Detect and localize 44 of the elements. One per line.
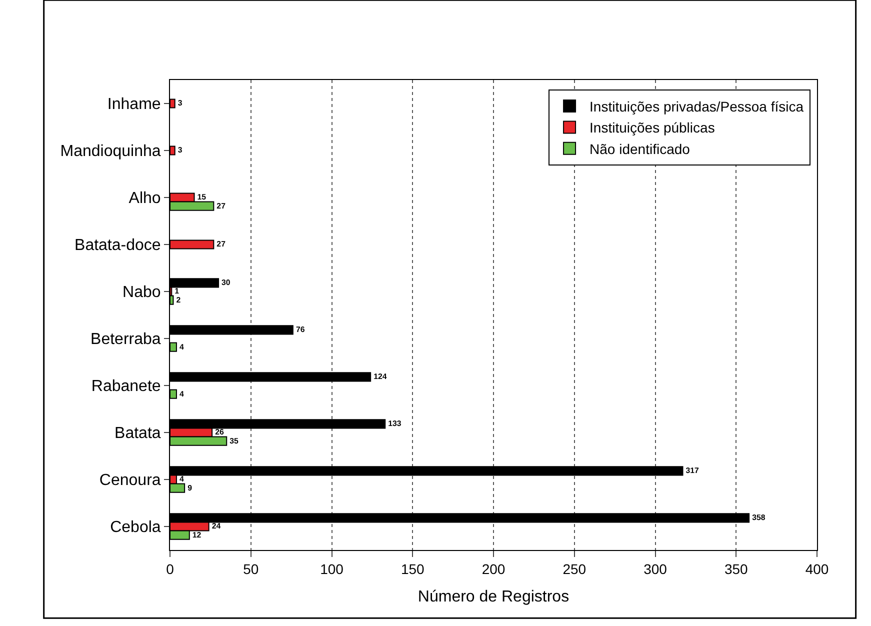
x-tick-label: 300 bbox=[644, 560, 668, 577]
x-tick-label: 100 bbox=[320, 560, 344, 577]
data-label: 4 bbox=[179, 474, 184, 484]
x-tick-label: 0 bbox=[166, 560, 174, 577]
data-label: 9 bbox=[188, 483, 193, 492]
data-label: 35 bbox=[230, 436, 240, 446]
y-tick-label: Cenoura bbox=[99, 472, 161, 490]
data-label: 124 bbox=[374, 372, 388, 382]
data-label: 4 bbox=[179, 342, 184, 352]
data-label: 15 bbox=[197, 192, 207, 202]
data-label: 24 bbox=[212, 522, 222, 531]
data-label: 3 bbox=[178, 146, 183, 155]
data-label: 12 bbox=[192, 530, 202, 540]
x-tick-label: 350 bbox=[724, 560, 748, 577]
data-label: 133 bbox=[388, 419, 402, 428]
y-tick-label: Batata bbox=[114, 425, 161, 442]
legend-label: Instituições privadas/Pessoa física bbox=[590, 98, 804, 114]
x-tick-label: 150 bbox=[400, 560, 425, 577]
data-label: 26 bbox=[215, 428, 224, 437]
y-tick-label: Cebola bbox=[110, 519, 161, 536]
y-tick-label: Inhame bbox=[107, 96, 161, 114]
y-tick-label: Beterraba bbox=[90, 331, 161, 348]
data-label: 30 bbox=[222, 278, 231, 288]
data-label: 27 bbox=[216, 240, 226, 249]
y-tick-label: Batata-doce bbox=[74, 237, 161, 254]
legend-label: Instituições públicas bbox=[590, 120, 715, 136]
y-tick-label: Rabanete bbox=[91, 378, 161, 396]
data-label: 3 bbox=[178, 98, 183, 108]
data-label: 4 bbox=[179, 389, 184, 398]
x-tick-label: 250 bbox=[562, 560, 586, 577]
data-label: 358 bbox=[752, 513, 766, 522]
legend-label: Não identificado bbox=[590, 140, 690, 157]
x-tick-label: 400 bbox=[805, 560, 829, 577]
data-label: 317 bbox=[686, 466, 700, 476]
y-tick-label: Nabo bbox=[122, 284, 161, 302]
data-label: 27 bbox=[216, 201, 226, 210]
data-label: 76 bbox=[296, 325, 306, 334]
x-tick-label: 50 bbox=[243, 560, 259, 577]
x-axis-title: Número de Registros bbox=[418, 588, 570, 606]
y-tick-label: Alho bbox=[128, 190, 161, 208]
data-label: 2 bbox=[176, 295, 182, 304]
x-tick-label: 200 bbox=[482, 560, 506, 577]
data-label: 1 bbox=[174, 286, 180, 296]
y-tick-label: Mandioquinha bbox=[60, 143, 161, 160]
